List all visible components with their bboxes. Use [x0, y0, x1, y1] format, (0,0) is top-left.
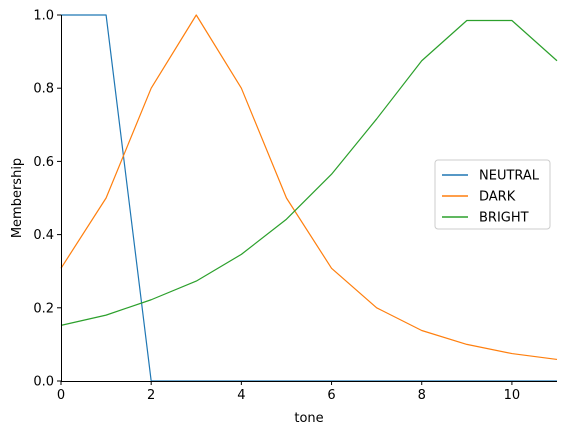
- x-tick-label: 8: [418, 388, 426, 403]
- x-tick-label: 2: [147, 388, 155, 403]
- y-tick-label: 0.6: [33, 155, 54, 170]
- axes: [61, 15, 557, 382]
- y-tick-label: 0.8: [33, 82, 54, 97]
- x-tick-label: 0: [57, 388, 65, 403]
- x-tick-label: 10: [504, 388, 521, 403]
- legend-label-neutral: NEUTRAL: [479, 169, 540, 184]
- series-line-dark: [60, 14, 558, 361]
- y-tick-label: 0.2: [33, 301, 54, 316]
- x-tick-label: 4: [237, 388, 245, 403]
- x-axis-label: tone: [294, 411, 323, 426]
- legend-box: [434, 159, 551, 230]
- legend-label-dark: DARK: [479, 190, 516, 205]
- legend-label-bright: BRIGHT: [479, 211, 529, 226]
- y-tick-label: 0.0: [33, 375, 54, 390]
- y-tick-label: 0.4: [33, 228, 54, 243]
- y-tick-label: 1.0: [33, 9, 54, 24]
- ticks: 0 2 4 6 8 10 0.0 0.2 0.4 0.6 0.8 1.0: [33, 9, 520, 404]
- legend: NEUTRAL DARK BRIGHT: [434, 159, 551, 230]
- x-tick-label: 6: [327, 388, 335, 403]
- series-line-bright: [60, 19, 558, 326]
- y-axis-label: Membership: [10, 158, 25, 238]
